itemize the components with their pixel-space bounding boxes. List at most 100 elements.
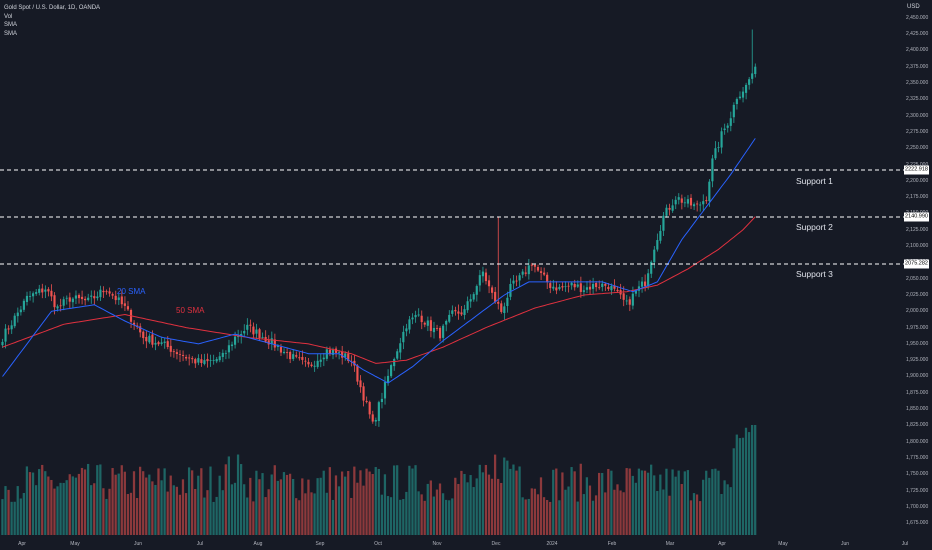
candle-body: [157, 342, 160, 345]
price-tick-label: 2,225.000: [906, 162, 928, 168]
time-tick-label: Nov: [432, 541, 442, 547]
candle-body: [221, 352, 224, 358]
volume-bar: [129, 492, 133, 535]
candle-body: [74, 295, 77, 299]
volume-bar: [90, 485, 93, 535]
volume-bar: [157, 468, 160, 535]
volume-bar: [662, 489, 665, 535]
volume-bar: [111, 468, 114, 535]
candle-body: [751, 73, 754, 79]
volume-bar: [7, 489, 10, 535]
volume-bar: [564, 489, 567, 535]
volume-bar: [490, 478, 494, 535]
candle-body: [723, 128, 726, 131]
candle-body: [686, 199, 689, 204]
candle-body: [552, 286, 555, 289]
candle-body: [105, 291, 108, 293]
price-tick-label: 1,725.000: [906, 487, 929, 494]
candle-body: [463, 309, 466, 315]
volume-bar: [16, 486, 19, 535]
candle-body: [656, 240, 659, 250]
candle-body: [163, 341, 166, 343]
volume-bar: [108, 488, 111, 535]
candle-body: [432, 328, 436, 333]
candle-body: [80, 296, 84, 300]
candle-body: [607, 286, 610, 290]
candle-body: [7, 328, 10, 330]
volume-bar: [212, 501, 215, 535]
candle-body: [322, 357, 325, 360]
volume-bar: [350, 497, 353, 535]
volume-bar: [411, 468, 414, 535]
volume-bar: [181, 479, 185, 535]
candle-body: [454, 310, 457, 312]
volume-bar: [402, 499, 405, 535]
candle-body: [347, 353, 350, 361]
candle-body: [390, 365, 393, 377]
candle-body: [426, 320, 429, 326]
volume-bar: [399, 499, 402, 535]
volume-bar: [322, 470, 325, 535]
volume-bar: [552, 469, 555, 535]
volume-bar: [365, 468, 368, 535]
volume-bar: [50, 479, 53, 535]
candle-body: [438, 327, 442, 339]
candle-body: [368, 401, 371, 415]
candle-body: [194, 359, 197, 364]
candle-body: [720, 131, 723, 148]
candle-body: [399, 343, 402, 353]
candle-body: [77, 294, 81, 299]
candle-body: [188, 357, 191, 359]
candle-body: [506, 297, 509, 306]
volume-bar: [316, 478, 319, 535]
candle-body: [377, 402, 380, 422]
volume-bar: [261, 473, 264, 535]
candle-body: [588, 286, 592, 290]
volume-bar: [598, 472, 601, 535]
candle-body: [595, 283, 598, 288]
price-tick-label: 1,900.000: [906, 373, 929, 380]
time-tick-label: Aug: [253, 541, 263, 547]
candle-body: [601, 283, 604, 287]
sma-legend-1: SMA: [4, 22, 18, 28]
time-tick-label: Dec: [491, 541, 501, 547]
volume-bar: [371, 474, 374, 535]
price-tick-label: 2,450.000: [906, 14, 929, 21]
candle-body: [732, 104, 735, 118]
volume-bar: [454, 477, 457, 535]
volume-bar: [610, 470, 613, 535]
volume-bar: [292, 478, 295, 535]
volume-bar: [744, 427, 748, 535]
volume-bar: [377, 468, 380, 535]
volume-bar: [591, 500, 595, 535]
volume-bar: [475, 478, 478, 535]
currency-label[interactable]: USD: [907, 4, 920, 10]
candle-body: [298, 357, 301, 359]
candle-body: [132, 322, 136, 325]
candle-body: [576, 284, 579, 287]
price-tick-label: 2,250.000: [906, 145, 929, 152]
price-tick-label: 1,950.000: [906, 340, 929, 347]
candle-body: [35, 292, 38, 294]
candle-body: [365, 400, 368, 403]
candle-body: [555, 287, 558, 291]
price-tick-label: 1,975.000: [906, 324, 929, 331]
volume-bar: [184, 493, 188, 535]
candle-body: [481, 271, 484, 277]
candle-body: [295, 355, 298, 357]
volume-bar: [500, 482, 503, 535]
volume-bar: [741, 437, 745, 535]
volume-bar: [509, 468, 512, 535]
volume-bar: [337, 486, 341, 535]
candle-body: [509, 284, 512, 297]
candle-body: [735, 99, 738, 105]
candle-body: [142, 331, 145, 339]
candle-body: [273, 339, 276, 348]
price-tick-label: 2,100.000: [906, 243, 929, 250]
candle-body: [402, 331, 405, 343]
time-tick-label: Jun: [133, 541, 143, 547]
volume-bar: [631, 475, 634, 535]
price-tick-label: 1,875.000: [906, 389, 929, 396]
volume-bar: [25, 466, 29, 535]
